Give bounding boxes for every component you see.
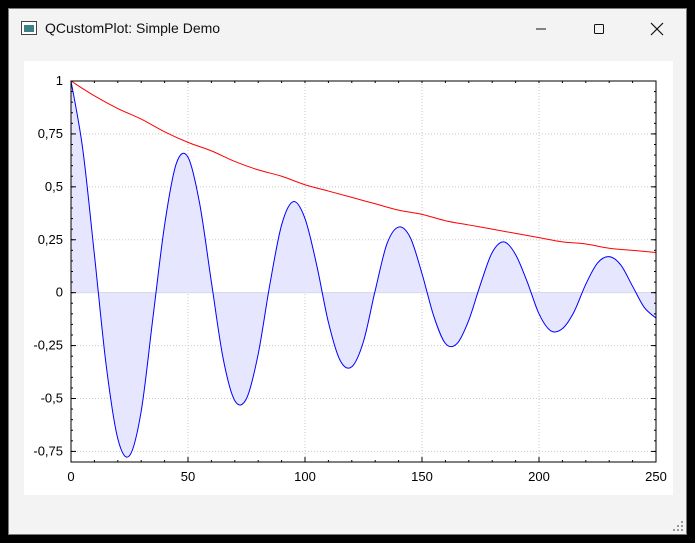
maximize-button[interactable] xyxy=(570,9,628,49)
app-window: QCustomPlot: Simple Demo 0 50 100 150 200 250… xyxy=(8,8,687,535)
close-button[interactable] xyxy=(628,9,686,49)
y-tick-label: -0,25 xyxy=(33,338,63,353)
series-0-line xyxy=(70,80,657,458)
maximize-icon xyxy=(594,24,604,34)
title-bar[interactable]: QCustomPlot: Simple Demo xyxy=(9,9,686,49)
minimize-icon xyxy=(536,28,546,30)
y-tick-label: 0,5 xyxy=(45,179,63,194)
line-chart[interactable]: 0 50 100 150 200 250 -0,75 -0,5 -0,25 0 0,25 0,5 0,7… xyxy=(24,61,673,495)
window-title: QCustomPlot: Simple Demo xyxy=(45,20,221,36)
y-tick-label: -0,5 xyxy=(41,391,63,406)
minimize-button[interactable] xyxy=(512,9,570,49)
app-window-icon xyxy=(21,21,37,35)
x-tick-label: 150 xyxy=(411,469,433,484)
series-0-fill xyxy=(71,81,656,458)
series-1-line xyxy=(70,80,657,253)
custom-plot[interactable]: 0 50 100 150 200 250 -0,75 -0,5 -0,25 0 0,25 0,5 0,7… xyxy=(24,61,673,495)
y-tick-label: 0,75 xyxy=(38,126,63,141)
y-tick-label: 1 xyxy=(56,73,63,88)
x-tick-label: 0 xyxy=(67,469,74,484)
close-icon xyxy=(650,22,664,36)
y-tick-label: 0 xyxy=(56,285,63,300)
x-tick-label: 250 xyxy=(645,469,667,484)
resize-grip-icon[interactable] xyxy=(672,520,684,532)
y-tick-label: 0,25 xyxy=(38,232,63,247)
y-tick-label: -0,75 xyxy=(33,443,63,458)
x-tick-label: 50 xyxy=(181,469,195,484)
x-tick-label: 100 xyxy=(294,469,316,484)
x-tick-label: 200 xyxy=(528,469,550,484)
